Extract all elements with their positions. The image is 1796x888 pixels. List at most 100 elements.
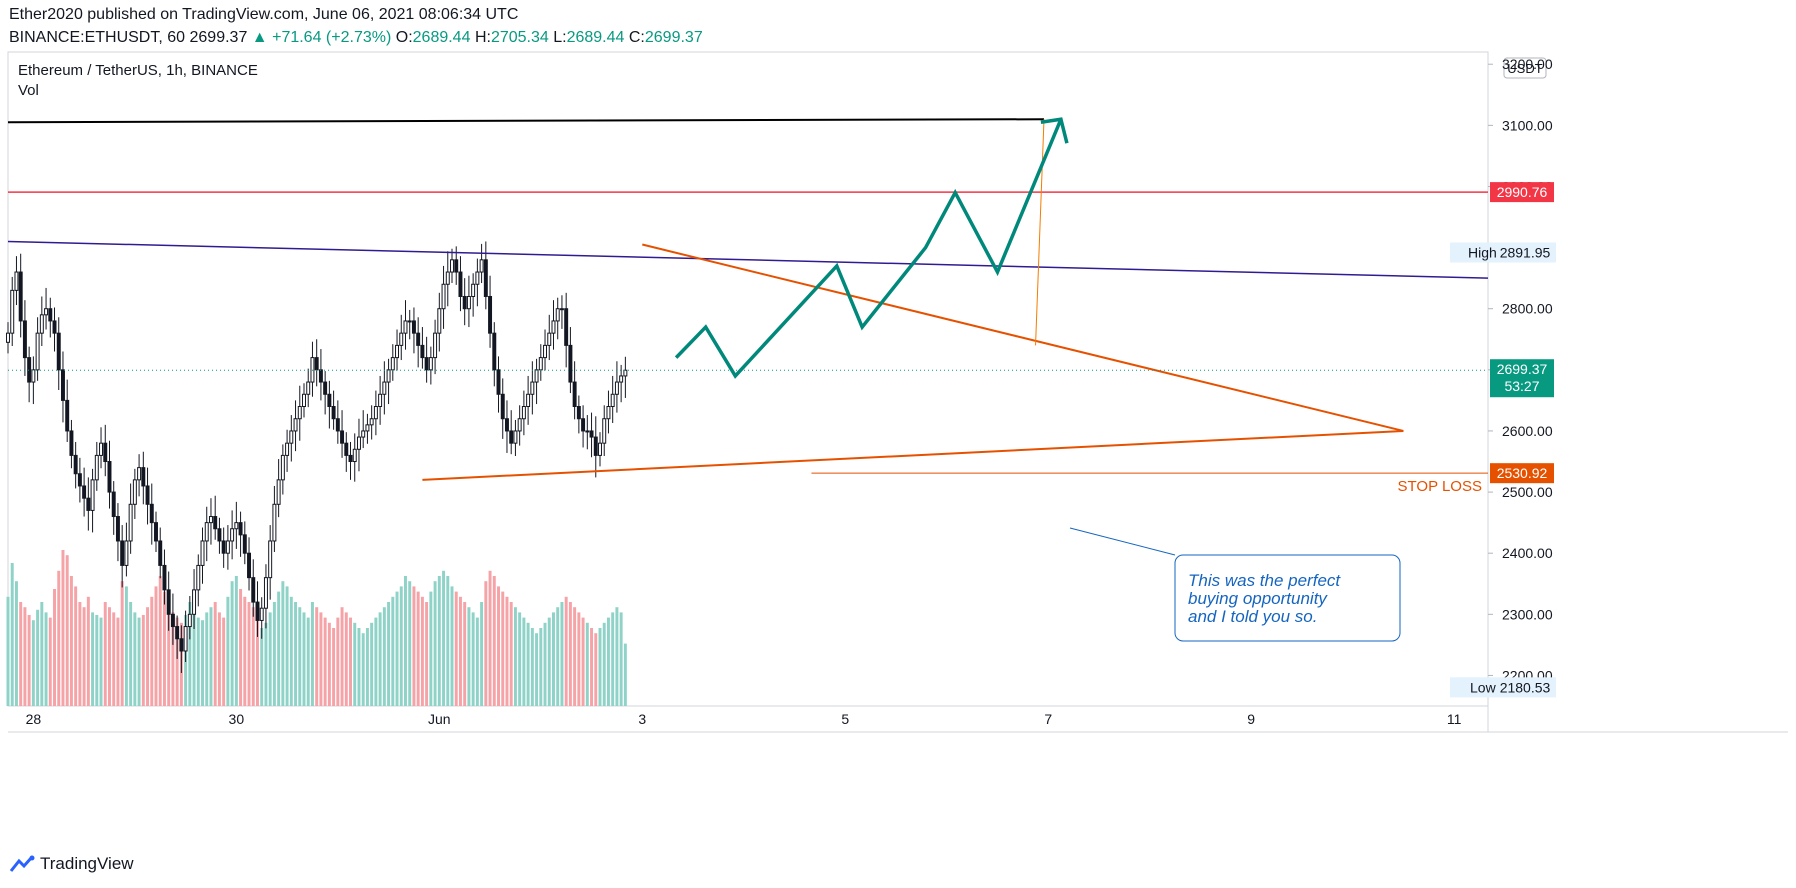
volume-bar bbox=[327, 622, 331, 706]
candle-body bbox=[606, 406, 611, 420]
volume-bar bbox=[606, 617, 610, 706]
candle-body bbox=[424, 357, 429, 371]
volume-bar bbox=[99, 617, 103, 706]
candle-body bbox=[327, 393, 332, 408]
volume-bar bbox=[205, 612, 209, 706]
last-price: 2699.37 bbox=[189, 29, 248, 46]
volume-bar bbox=[433, 581, 437, 706]
candle-body bbox=[73, 454, 78, 475]
volume-bar bbox=[475, 617, 479, 706]
x-tick-label: 3 bbox=[638, 711, 646, 727]
volume-bar bbox=[471, 612, 475, 706]
candle-body bbox=[238, 522, 243, 536]
candle-body bbox=[340, 430, 345, 444]
volume-bar bbox=[196, 617, 200, 706]
candle-body bbox=[547, 332, 552, 346]
volume-bar bbox=[488, 570, 492, 706]
tradingview-logo: TradingView bbox=[10, 854, 134, 874]
volume-bar bbox=[530, 628, 534, 706]
volume-bar bbox=[264, 622, 268, 706]
volume-bar bbox=[509, 602, 513, 706]
candle-body bbox=[458, 271, 463, 297]
candle-body bbox=[576, 406, 581, 420]
chart-title: Ethereum / TetherUS, 1h, BINANCE bbox=[18, 62, 258, 79]
volume-bar bbox=[564, 596, 568, 706]
volume-bar bbox=[175, 617, 179, 706]
volume-bar bbox=[463, 602, 467, 706]
candle-body bbox=[154, 522, 158, 542]
candle-body bbox=[445, 271, 450, 285]
candle-body bbox=[255, 601, 260, 621]
volume-bar bbox=[243, 596, 247, 706]
candle-body bbox=[251, 577, 256, 603]
candle-body bbox=[183, 626, 188, 652]
candle-body bbox=[462, 295, 467, 310]
candle-body bbox=[471, 283, 476, 297]
candle-body bbox=[22, 320, 27, 359]
candle-body bbox=[263, 577, 268, 609]
volume-bar bbox=[108, 607, 111, 706]
volume-bar bbox=[217, 612, 221, 706]
candle-body bbox=[407, 320, 412, 323]
candle-body bbox=[555, 308, 560, 322]
candle-body bbox=[179, 638, 184, 652]
volume-bar bbox=[374, 617, 378, 706]
volume-bar bbox=[53, 589, 56, 706]
candle-body bbox=[530, 381, 535, 395]
candle-body bbox=[69, 430, 74, 456]
volume-bar bbox=[247, 602, 251, 706]
y-tick-label: 3200.00 bbox=[1502, 56, 1553, 72]
candle-body bbox=[56, 332, 61, 371]
last-price-tag: 2699.37 bbox=[1497, 361, 1548, 377]
volume-bar bbox=[222, 617, 226, 706]
candle-body bbox=[99, 442, 104, 456]
volume-bar bbox=[526, 622, 530, 706]
volume-bar bbox=[458, 596, 462, 706]
volume-bar bbox=[446, 576, 450, 706]
volume-bar bbox=[585, 622, 589, 706]
candle-body bbox=[103, 442, 108, 463]
candle-body bbox=[10, 289, 15, 334]
measure-line bbox=[1035, 119, 1045, 346]
candle-body bbox=[14, 271, 19, 291]
candle-body bbox=[416, 332, 421, 346]
volume-bar bbox=[399, 586, 403, 706]
volume-bar bbox=[522, 617, 526, 706]
candle-body bbox=[526, 393, 531, 408]
volume-bar bbox=[365, 628, 369, 706]
candle-body bbox=[90, 479, 95, 511]
volume-bar bbox=[501, 591, 505, 706]
candle-body bbox=[437, 308, 442, 334]
volume-bar bbox=[577, 612, 581, 706]
candle-body bbox=[538, 357, 543, 371]
volume-bar bbox=[260, 628, 264, 706]
candle-body bbox=[196, 564, 201, 591]
volume-bar bbox=[556, 607, 560, 706]
volume-bar bbox=[611, 612, 615, 706]
volume-bar bbox=[192, 607, 196, 706]
candle-body bbox=[390, 357, 395, 371]
candle-body bbox=[65, 399, 70, 432]
volume-bar bbox=[513, 607, 517, 706]
volume-bar bbox=[251, 607, 255, 706]
candle-body bbox=[378, 393, 383, 408]
candle-body bbox=[496, 369, 501, 395]
callout-text: This was the perfect bbox=[1188, 571, 1341, 590]
volume-bar bbox=[44, 612, 48, 706]
volume-bar bbox=[294, 602, 298, 706]
volume-bar bbox=[112, 612, 116, 706]
volume-bar bbox=[91, 612, 95, 706]
candle-body bbox=[500, 393, 505, 420]
x-tick-label: 5 bbox=[841, 711, 849, 727]
volume-bar bbox=[547, 617, 551, 706]
candle-body bbox=[475, 271, 480, 285]
candle-body bbox=[187, 613, 192, 628]
candle-body bbox=[6, 332, 10, 343]
volume-bar bbox=[272, 602, 276, 706]
symbol-label: BINANCE:ETHUSDT, 60 bbox=[9, 29, 186, 46]
y-tick-label: 2500.00 bbox=[1502, 484, 1553, 500]
volume-bar bbox=[336, 617, 340, 706]
candle-body bbox=[297, 406, 302, 420]
candle-body bbox=[399, 332, 404, 346]
